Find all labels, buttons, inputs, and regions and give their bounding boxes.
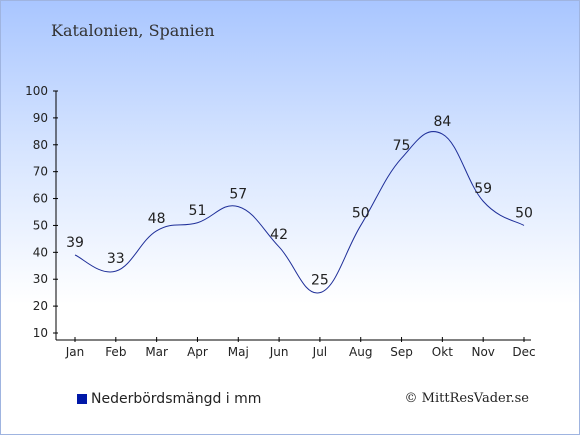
x-tick-label: Sep [390, 345, 413, 359]
x-tick-label: Aug [349, 345, 372, 359]
x-tick-label: Jan [65, 345, 85, 359]
y-tick-label: 50 [33, 218, 48, 232]
data-label: 51 [189, 203, 207, 219]
data-label: 50 [352, 205, 370, 221]
y-tick-label: 100 [25, 84, 48, 98]
data-label: 75 [393, 138, 411, 154]
x-tick-label: Mar [145, 345, 168, 359]
data-label: 57 [229, 187, 247, 203]
data-label: 50 [515, 205, 533, 221]
x-tick-label: Jun [269, 345, 289, 359]
x-tick-label: Dec [512, 345, 535, 359]
data-label: 25 [311, 273, 329, 289]
legend-label: Nederbördsmängd i mm [91, 391, 262, 407]
x-tick-label: Maj [228, 345, 249, 359]
y-tick-label: 60 [33, 192, 48, 206]
y-tick-label: 80 [33, 138, 48, 152]
y-tick-label: 40 [33, 245, 48, 259]
data-label: 48 [148, 211, 166, 227]
series-line [74, 131, 525, 294]
data-label: 84 [433, 114, 451, 130]
data-labels: 39 33 48 51 57 42 25 50 75 84 59 50 [66, 114, 533, 289]
x-tick-label: Apr [187, 345, 208, 359]
x-tick-label: Okt [432, 345, 453, 359]
data-label: 42 [270, 227, 288, 243]
data-label: 59 [474, 181, 492, 197]
axes: 10 20 30 40 50 60 70 80 90 100 Jan Feb Mar Apr Maj Jun J… [25, 84, 536, 359]
data-label: 39 [66, 235, 84, 251]
y-tick-label: 20 [33, 299, 48, 313]
y-tick-label: 90 [33, 111, 48, 125]
chart-title: Katalonien, Spanien [51, 21, 215, 40]
legend: Nederbördsmängd i mm [77, 391, 261, 407]
y-tick-label: 30 [33, 272, 48, 286]
copyright-text: © MittResVader.se [404, 391, 529, 406]
x-tick-label: Feb [105, 345, 126, 359]
y-tick-label: 70 [33, 165, 48, 179]
series [74, 131, 525, 294]
x-tick-label: Nov [471, 345, 494, 359]
data-label: 33 [107, 251, 125, 267]
x-tick-label: Jul [312, 345, 327, 359]
legend-swatch [77, 394, 87, 404]
y-tick-label: 10 [33, 326, 48, 340]
